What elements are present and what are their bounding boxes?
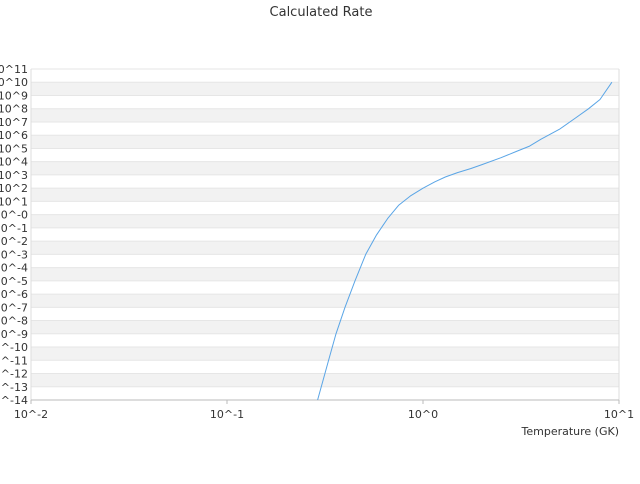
y-tick-label: 10^-9 xyxy=(0,328,28,341)
grid-band xyxy=(31,161,619,175)
y-tick-label: 10^9 xyxy=(0,89,28,102)
series-layer xyxy=(317,81,613,401)
y-tick-label: 10^-8 xyxy=(0,315,28,328)
grid-band xyxy=(31,108,619,122)
grid-band xyxy=(31,280,619,295)
grid-band xyxy=(31,307,619,321)
grid-band xyxy=(31,320,619,334)
grid-band xyxy=(31,69,619,83)
y-tick-label: 10^-0 xyxy=(0,209,28,222)
grid-band xyxy=(31,214,619,228)
grid-band xyxy=(31,82,619,96)
grid-band xyxy=(31,386,619,400)
grid-bands xyxy=(31,68,619,401)
y-tick-label: 10^6 xyxy=(0,129,28,142)
grid-band xyxy=(31,148,619,162)
plot-frame xyxy=(30,69,620,401)
grid-band xyxy=(31,360,619,374)
x-tick-label: 10^1 xyxy=(604,408,634,421)
y-tick-label: 10^2 xyxy=(0,182,28,195)
y-tick-label: 10^-6 xyxy=(0,288,28,301)
y-tick-label: 10^-3 xyxy=(0,248,28,261)
y-tick-label: 10^1 xyxy=(0,195,28,208)
grid-band xyxy=(31,347,619,361)
x-tick-label: 10^-2 xyxy=(14,408,48,421)
y-tick-label: 10^5 xyxy=(0,142,28,155)
chart-title: Calculated Rate xyxy=(270,5,373,20)
y-tick-label: 10^-2 xyxy=(0,235,28,248)
y-axis: 10^-1410^-1310^-1210^-1110^-1010^-910^-8… xyxy=(0,63,28,407)
y-tick-label: 10^-7 xyxy=(0,301,28,314)
grid-band xyxy=(31,121,619,136)
grid-band xyxy=(31,135,619,149)
grid-band xyxy=(31,373,619,387)
y-tick-label: 10^-5 xyxy=(0,275,28,288)
grid-band xyxy=(31,174,619,189)
x-tick-label: 10^-1 xyxy=(210,408,244,421)
grid-band xyxy=(31,254,619,268)
y-tick-label: 10^11 xyxy=(0,63,28,76)
grid-band xyxy=(31,241,619,255)
y-tick-label: 10^3 xyxy=(0,169,28,182)
x-axis: 10^-2 10^-1 10^0 10^1 xyxy=(14,400,634,421)
y-tick-label: 10^-11 xyxy=(0,354,28,367)
y-tick-label: 10^-14 xyxy=(0,394,28,407)
grid-band xyxy=(31,227,619,242)
y-tick-label: 10^-10 xyxy=(0,341,28,354)
y-tick-label: 10^8 xyxy=(0,103,28,116)
grid-band xyxy=(31,267,619,281)
series-line xyxy=(317,81,613,401)
y-tick-label: 10^4 xyxy=(0,156,28,169)
grid-band xyxy=(31,333,619,348)
grid-band xyxy=(31,294,619,308)
grid-band xyxy=(31,95,619,109)
y-tick-label: 10^-12 xyxy=(0,368,28,381)
y-tick-label: 10^7 xyxy=(0,116,28,129)
y-tick-label: 10^-13 xyxy=(0,381,28,394)
grid-band xyxy=(31,201,619,215)
y-tick-label: 10^10 xyxy=(0,76,28,89)
x-axis-title: Temperature (GK) xyxy=(521,425,620,438)
y-tick-label: 10^-1 xyxy=(0,222,28,235)
grid-band xyxy=(31,188,619,202)
x-tick-label: 10^0 xyxy=(408,408,438,421)
y-tick-label: 10^-4 xyxy=(0,262,28,275)
